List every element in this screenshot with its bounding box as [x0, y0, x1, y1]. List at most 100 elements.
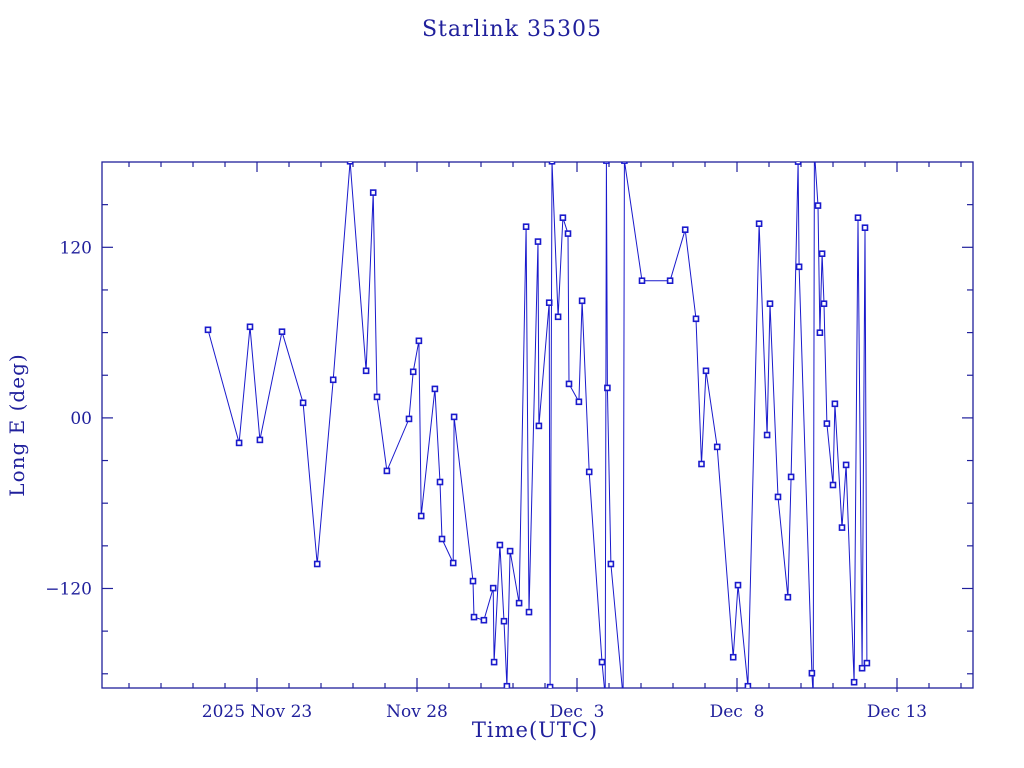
data-point-marker	[585, 468, 593, 476]
data-point-marker	[490, 658, 498, 666]
data-point-marker	[369, 189, 377, 196]
data-point-marker	[621, 162, 628, 164]
data-series	[204, 148, 871, 700]
data-point-marker	[598, 658, 606, 666]
data-point-marker	[405, 415, 413, 423]
data-point-marker	[621, 695, 626, 700]
data-point-marker	[787, 473, 795, 481]
data-point-marker	[480, 616, 488, 624]
data-point-marker	[666, 277, 674, 285]
data-point-marker	[854, 214, 862, 221]
data-point-marker	[812, 148, 817, 153]
data-point-marker	[515, 599, 523, 607]
x-axis-ticks: 2025 Nov 23 Nov 28 Dec 3 Dec 8 Dec 13	[128, 162, 962, 722]
x-axis-title: Time(UTC)	[471, 718, 599, 742]
data-point-marker	[383, 467, 391, 475]
plot-frame	[101, 161, 974, 689]
data-point-marker	[713, 443, 721, 451]
data-point-marker	[545, 299, 553, 307]
data-point-marker	[299, 399, 307, 407]
data-point-marker	[638, 277, 646, 285]
data-point-marker	[811, 694, 816, 699]
data-point-marker	[506, 547, 514, 555]
data-point-marker	[698, 460, 705, 468]
data-point-marker	[417, 512, 425, 520]
data-point-marker	[603, 694, 608, 699]
data-point-marker	[784, 593, 792, 601]
data-point-marker	[755, 220, 763, 227]
chart-title: Starlink 35305	[421, 17, 603, 42]
data-point-marker	[415, 337, 423, 345]
data-point-marker	[362, 367, 370, 375]
data-point-marker	[496, 541, 504, 549]
data-point-marker	[431, 385, 439, 393]
data-point-marker	[565, 380, 573, 388]
x-tick-label: Dec 3	[550, 702, 605, 722]
data-point-marker	[409, 368, 417, 376]
data-point-marker	[863, 659, 871, 667]
data-point-marker	[820, 300, 828, 308]
data-point-marker	[842, 461, 850, 469]
data-point-marker	[607, 560, 615, 568]
data-point-marker	[850, 678, 858, 686]
data-point-marker	[436, 478, 444, 486]
data-point-marker	[578, 297, 586, 305]
data-point-marker	[438, 535, 446, 543]
data-point-marker	[548, 162, 556, 165]
x-tick-label: Dec 13	[867, 702, 927, 722]
data-point-marker	[449, 559, 457, 567]
data-point-marker	[525, 608, 533, 616]
data-point-marker	[535, 422, 543, 430]
data-point-marker	[204, 326, 212, 334]
data-point-marker	[692, 315, 700, 323]
data-point-marker	[554, 313, 562, 321]
data-point-marker	[829, 481, 837, 489]
data-point-marker	[702, 367, 710, 375]
data-point-marker	[329, 376, 337, 384]
data-point-marker	[564, 230, 572, 237]
x-tick-label: Nov 28	[386, 702, 448, 722]
data-point-marker	[814, 202, 822, 209]
data-point-marker	[522, 223, 530, 230]
data-point-marker	[831, 400, 839, 408]
data-point-marker	[774, 493, 782, 501]
data-point-marker	[489, 584, 497, 592]
data-point-marker	[861, 224, 869, 231]
data-point-marker	[470, 613, 478, 621]
data-point-marker	[603, 162, 610, 164]
y-tick-label: 00	[70, 409, 92, 429]
data-point-marker	[763, 431, 771, 439]
data-point-marker	[235, 439, 243, 447]
y-tick-label: 120	[60, 238, 92, 258]
data-point-marker	[450, 413, 458, 421]
data-point-marker	[744, 682, 752, 688]
data-point-marker	[534, 238, 542, 245]
data-point-marker	[246, 323, 254, 331]
data-point-marker	[500, 617, 508, 625]
data-point-marker	[575, 398, 583, 406]
data-point-marker	[766, 300, 774, 308]
data-point-marker	[469, 577, 477, 585]
y-axis-title: Long E (deg)	[5, 353, 29, 497]
data-point-marker	[795, 263, 803, 271]
y-axis-ticks: 120 00 −120	[45, 204, 973, 675]
data-point-marker	[858, 664, 866, 672]
data-point-marker	[313, 560, 321, 568]
x-tick-label: 2025 Nov 23	[202, 702, 312, 722]
data-point-marker	[604, 384, 611, 392]
data-point-marker	[278, 328, 286, 336]
data-point-marker	[794, 162, 802, 165]
data-point-marker	[346, 162, 354, 165]
data-point-marker	[256, 436, 264, 444]
data-line	[207, 162, 868, 688]
data-point-marker	[816, 329, 824, 337]
data-point-marker	[729, 653, 737, 661]
data-point-marker	[681, 226, 689, 233]
data-point-marker	[808, 669, 816, 677]
x-tick-label: Dec 8	[710, 702, 765, 722]
data-point-marker	[546, 683, 554, 688]
data-point-marker	[559, 214, 567, 221]
data-point-marker	[503, 682, 511, 688]
